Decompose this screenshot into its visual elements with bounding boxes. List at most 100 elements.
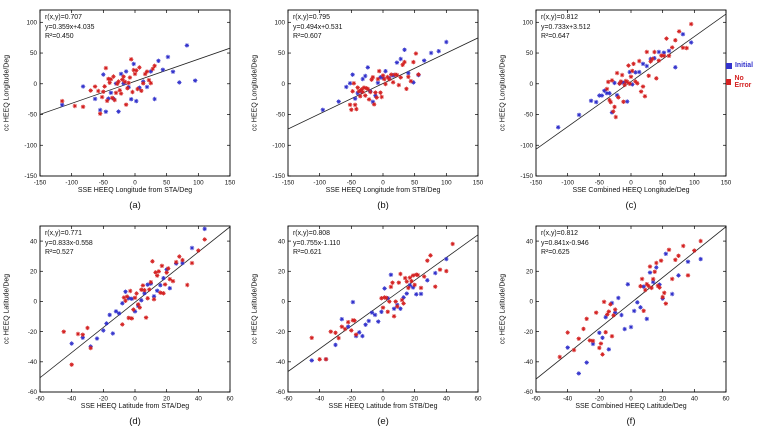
x-axis-label-c: SSE Combined HEEQ Longitude/Deg: [572, 187, 690, 194]
svg-text:-40: -40: [67, 396, 77, 403]
fit-equation-d: y=0.833x-0.558: [45, 239, 93, 247]
svg-text:0: 0: [629, 180, 633, 187]
svg-text:-100: -100: [272, 142, 285, 149]
svg-text:50: 50: [659, 180, 667, 187]
svg-text:20: 20: [526, 268, 534, 275]
legend-swatch-no-error: [726, 79, 732, 85]
panel-c: -150 -100 -50 0 50 100 150 -150 -100 -50 0 50 100 cc…: [496, 0, 744, 215]
r-squared-f: R²=0.625: [541, 249, 570, 257]
svg-text:40: 40: [691, 396, 699, 403]
svg-text:-50: -50: [347, 180, 357, 187]
svg-text:-60: -60: [28, 389, 38, 396]
fit-equation-b: y=0.494x+0.531: [293, 23, 343, 31]
svg-text:-20: -20: [99, 396, 109, 403]
scatter-plot-a: -150 -100 -50 0 50 100 150 -150 -100 -50 0 50 100: [24, 9, 236, 187]
svg-text:-40: -40: [28, 359, 38, 366]
svg-text:0: 0: [529, 299, 533, 306]
svg-text:0: 0: [281, 299, 285, 306]
svg-text:40: 40: [195, 396, 203, 403]
y-axis-label-b: cc HEEQ Longitude/Deg: [251, 54, 259, 132]
scatter-plot-d: -60 -40 -20 0 20 40 60 -60 -40 -20 0 20 40: [28, 225, 234, 403]
svg-text:0: 0: [281, 81, 285, 88]
stats-annotation-a: r(x,y)=0.707 y=0.359x+4.035 R²=0.450: [45, 13, 94, 42]
stats-annotation-d: r(x,y)=0.771 y=0.833x-0.558 R²=0.527: [45, 229, 93, 258]
svg-text:20: 20: [30, 268, 38, 275]
svg-text:-50: -50: [595, 180, 605, 187]
svg-text:40: 40: [443, 396, 451, 403]
legend-swatch-initial: [726, 62, 732, 69]
svg-text:-150: -150: [24, 173, 37, 180]
fit-equation-a: y=0.359x+4.035: [45, 23, 95, 31]
svg-text:0: 0: [381, 396, 385, 403]
svg-text:-150: -150: [530, 180, 543, 187]
svg-text:100: 100: [26, 19, 37, 26]
r-value-c: r(x,y)=0.812: [541, 14, 578, 21]
panel-letter-b: (b): [377, 200, 389, 211]
svg-text:-100: -100: [520, 142, 533, 149]
x-axis-label-b: SSE HEEQ Longitude from STB/Deg: [325, 187, 441, 194]
svg-text:100: 100: [441, 180, 452, 187]
svg-text:-100: -100: [313, 180, 326, 187]
svg-text:50: 50: [163, 180, 171, 187]
x-axis-label-a: SSE HEEQ Longitude from STA/Deg: [77, 187, 193, 194]
r-squared-c: R²=0.647: [541, 33, 570, 41]
svg-text:-150: -150: [34, 180, 47, 187]
stats-annotation-f: r(x,y)=0.812 y=0.841x-0.946 R²=0.625: [541, 229, 589, 258]
r-squared-d: R²=0.527: [45, 249, 74, 257]
svg-text:-40: -40: [563, 396, 573, 403]
svg-text:0: 0: [33, 81, 37, 88]
r-value-d: r(x,y)=0.771: [45, 230, 82, 237]
svg-text:0: 0: [629, 396, 633, 403]
scatter-plot-f: -60 -40 -20 0 20 40 60 -60 -40 -20 0 20 40: [524, 225, 730, 403]
svg-text:60: 60: [722, 396, 730, 403]
legend-label-initial: Initial: [735, 62, 753, 69]
svg-text:-100: -100: [65, 180, 78, 187]
panel-letter-e: (e): [377, 416, 389, 427]
scatter-plot-c: -150 -100 -50 0 50 100 150 -150 -100 -50 0 50 100: [520, 9, 732, 187]
y-axis-label-c: cc HEEQ Longitude/Deg: [499, 54, 507, 132]
svg-text:-60: -60: [531, 396, 541, 403]
svg-text:-150: -150: [282, 180, 295, 187]
svg-text:-60: -60: [35, 396, 45, 403]
svg-text:20: 20: [278, 268, 286, 275]
svg-text:50: 50: [411, 180, 419, 187]
panel-letter-d: (d): [129, 416, 141, 427]
panel-letter-c: (c): [625, 200, 637, 211]
r-squared-a: R²=0.450: [45, 33, 74, 41]
legend-item-initial: Initial: [726, 62, 760, 69]
y-axis-label-d: cc HEEQ Latitude/Deg: [3, 273, 11, 345]
svg-text:20: 20: [659, 396, 667, 403]
svg-text:60: 60: [474, 396, 482, 403]
panel-letter-a: (a): [129, 200, 141, 211]
svg-text:-40: -40: [315, 396, 325, 403]
svg-text:150: 150: [225, 180, 236, 187]
svg-text:-150: -150: [272, 173, 285, 180]
svg-text:40: 40: [278, 238, 286, 245]
svg-text:-20: -20: [595, 396, 605, 403]
svg-text:-20: -20: [276, 329, 286, 336]
svg-text:-50: -50: [524, 112, 534, 119]
scatter-plot-b: -150 -100 -50 0 50 100 150 -150 -100 -50 0 50 100: [272, 9, 484, 187]
x-axis-label-e: SSE HEEQ Latitude from STB/Deg: [328, 403, 438, 410]
x-axis-label-f: SSE Combined HEEQ Latitude/Deg: [575, 403, 687, 410]
r-squared-b: R²=0.607: [293, 33, 322, 41]
svg-text:100: 100: [522, 19, 533, 26]
legend: Initial No Error: [726, 62, 760, 95]
legend-item-no-error: No Error: [726, 75, 760, 89]
svg-text:0: 0: [381, 180, 385, 187]
svg-text:-20: -20: [28, 329, 38, 336]
svg-text:100: 100: [689, 180, 700, 187]
panel-d: -60 -40 -20 0 20 40 60 -60 -40 -20 0 20 40 cc HEEQ L…: [0, 216, 248, 430]
svg-text:60: 60: [226, 396, 234, 403]
svg-text:50: 50: [526, 50, 534, 57]
svg-text:0: 0: [33, 299, 37, 306]
svg-text:50: 50: [278, 50, 286, 57]
r-value-a: r(x,y)=0.707: [45, 14, 82, 21]
y-axis-label-a: cc HEEQ Longitude/Deg: [3, 54, 11, 132]
r-value-e: r(x,y)=0.808: [293, 230, 330, 237]
svg-text:-60: -60: [524, 389, 534, 396]
fit-equation-f: y=0.841x-0.946: [541, 239, 589, 247]
y-axis-label-f: cc HEEQ Latitude/Deg: [499, 273, 507, 345]
svg-text:20: 20: [411, 396, 419, 403]
